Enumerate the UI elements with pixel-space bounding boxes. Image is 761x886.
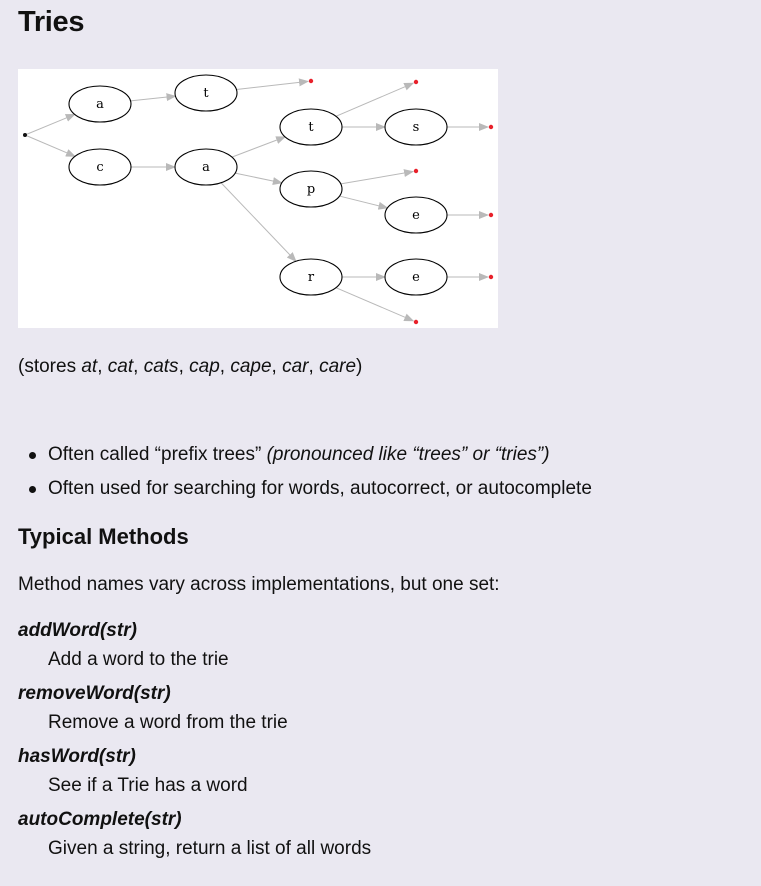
caption-separator: , [308,356,320,377]
caption-separator: , [219,356,231,377]
word-end-dot [413,319,419,325]
trie-node: s [384,108,448,146]
trie-node: p [279,170,343,208]
method-name: autoComplete(str) [18,809,182,830]
trie-node-label: e [412,270,420,285]
method-description: See if a Trie has a word [48,775,248,796]
trie-node-shape [68,85,132,123]
trie-node: t [174,74,238,112]
caption-separator: , [133,356,144,377]
bullet-text: Often used for searching for words, auto… [48,478,592,499]
word-end-dot [488,212,494,218]
caption-word: cape [230,356,272,377]
word-end-dot [488,274,494,280]
trie-node-label: t [203,86,209,101]
caption-separator: , [271,356,283,377]
trie-node-shape [384,196,448,234]
trie-node-label: p [307,182,315,197]
page-title: Tries [18,6,85,38]
word-end-dot [413,79,419,85]
methods-intro: Method names vary across implementations… [18,574,500,595]
caption-word: cat [107,356,134,377]
trie-edge [335,287,415,322]
bullet-item: Often used for searching for words, auto… [18,475,592,509]
trie-node-shape [279,258,343,296]
trie-node: a [68,85,132,123]
trie-node: r [279,258,343,296]
trie-node-shape [174,74,238,112]
trie-node-label: e [412,208,420,223]
caption-word: at [81,356,98,377]
trie-node-label: a [202,160,210,175]
caption-word: care [319,356,357,377]
trie-node-shape [384,108,448,146]
trie-edge [24,113,76,136]
method-description: Given a string, return a list of all wor… [48,838,372,859]
section-heading: Typical Methods [18,524,189,549]
trie-node-label: c [96,160,103,175]
trie-edge [339,195,389,210]
trie-svg: a t c a t s p e r e [23,74,494,325]
trie-node: e [384,196,448,234]
trie-edge [236,78,310,91]
trie-node: c [68,148,132,186]
method-name: hasWord(str) [18,746,136,767]
caption-word: cats [143,356,179,377]
trie-node-label: r [308,270,315,285]
methods-list: addWord(str) Add a word to the trie remo… [18,618,371,870]
bullet-item: Often called “prefix trees” (pronounced … [18,441,592,475]
bullet-text: Often called “prefix trees” [48,444,267,465]
bullet-emphasis: (pronounced like “trees” or “tries”) [266,444,550,465]
trie-node-shape [279,108,343,146]
trie-edge [220,182,297,262]
trie-node-shape [174,148,238,186]
caption-word: car [282,356,309,377]
trie-node-label: a [96,97,104,112]
trie-edge [130,93,177,102]
caption-suffix: ) [356,356,363,377]
bullet-list: Often called “prefix trees” (pronounced … [18,441,592,509]
trie-node-label: t [308,120,314,135]
method-description: Remove a word from the trie [48,712,288,733]
caption-prefix: (stores [18,356,82,377]
method-name: removeWord(str) [18,683,171,704]
trie-edge [231,136,287,158]
method-name: addWord(str) [18,620,137,641]
trie-node: t [279,108,343,146]
word-end-dot [488,124,494,130]
trie-root-dot [23,133,27,137]
caption-word: cap [189,356,220,377]
caption-separator: , [178,356,190,377]
trie-node-shape [279,170,343,208]
caption-separator: , [97,356,108,377]
word-end-dot [308,78,314,84]
trie-node: a [174,148,238,186]
trie-diagram: a t c a t s p e r e [18,69,498,328]
trie-node-shape [68,148,132,186]
word-end-dot [413,168,419,174]
trie-edge [335,82,415,117]
trie-edge [235,172,283,185]
trie-node: e [384,258,448,296]
trie-caption: (stores at, cat, cats, cap, cape, car, c… [18,356,362,378]
trie-node-label: s [413,120,420,135]
method-description: Add a word to the trie [48,649,229,670]
trie-node-shape [384,258,448,296]
trie-edge [340,169,415,185]
trie-edge [24,134,76,157]
